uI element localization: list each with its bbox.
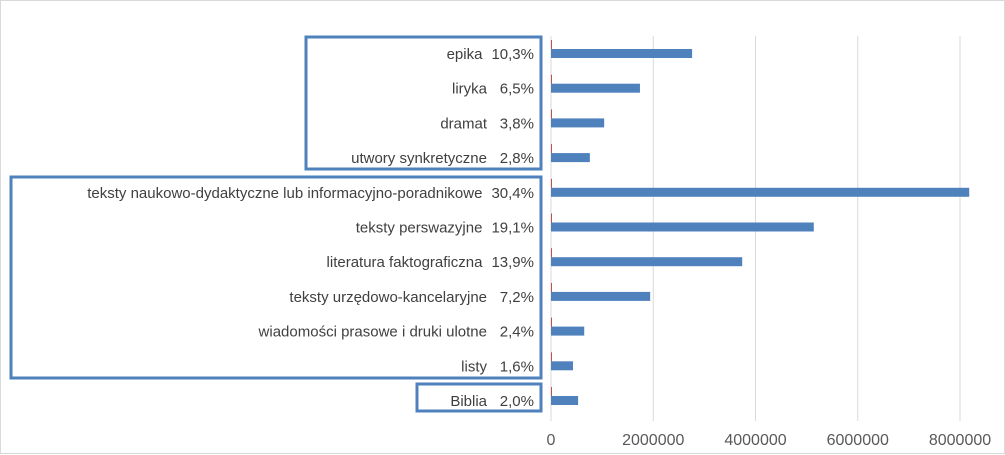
category-label: liryka xyxy=(452,81,488,98)
category-label: teksty naukowo-dydaktyczne lub informacy… xyxy=(87,185,482,202)
bar-s2-primary xyxy=(551,49,693,58)
category-percent-label: 1,6% xyxy=(500,358,534,375)
category-label: teksty urzędowo-kancelaryjne xyxy=(289,289,487,306)
category-label: utwory synkretyczne xyxy=(351,150,487,167)
category-label: Biblia xyxy=(450,393,487,410)
bar-secondary xyxy=(551,213,552,223)
bar-secondary xyxy=(551,74,552,84)
bar-s2-primary xyxy=(551,118,605,128)
category-label: dramat xyxy=(440,115,488,132)
bar-s2-primary xyxy=(551,222,814,232)
group-box xyxy=(9,175,543,380)
x-tick-label: 4000000 xyxy=(724,432,786,449)
bar-secondary xyxy=(551,248,552,258)
category-percent-label: 30,4% xyxy=(491,185,534,202)
bar-secondary xyxy=(551,144,552,154)
group-box xyxy=(415,382,543,413)
bar-secondary xyxy=(551,40,552,49)
bar-secondary xyxy=(551,352,552,362)
bar-s2-primary xyxy=(551,153,590,163)
category-label: wiadomości prasowe i druki ulotne xyxy=(258,324,487,341)
x-tick-label: 8000000 xyxy=(929,432,991,449)
bar-s2-primary xyxy=(551,291,651,301)
x-tick-label: 6000000 xyxy=(827,432,889,449)
category-percent-label: 13,9% xyxy=(491,254,534,271)
category-label: listy xyxy=(461,358,487,375)
category-percent-label: 2,4% xyxy=(500,324,534,341)
bar-s2-primary xyxy=(551,187,970,197)
bar-s2-primary xyxy=(551,83,640,93)
x-tick-label: 2000000 xyxy=(622,432,684,449)
bar-secondary xyxy=(551,387,552,396)
category-label: epika xyxy=(447,46,484,63)
category-percent-label: 2,8% xyxy=(500,150,534,167)
category-percent-label: 19,1% xyxy=(491,220,534,237)
category-label: teksty perswazyjne xyxy=(356,220,483,237)
category-percent-label: 6,5% xyxy=(500,81,534,98)
category-label: literatura faktograficzna xyxy=(327,254,484,271)
bar-s2-primary xyxy=(551,326,585,336)
bar-s2-primary xyxy=(551,257,743,267)
bar-s2-primary xyxy=(551,361,573,371)
category-percent-label: 2,0% xyxy=(500,393,534,410)
bar-secondary xyxy=(551,109,552,119)
x-tick-label: 0 xyxy=(547,432,556,449)
bar-secondary xyxy=(551,282,552,292)
category-percent-label: 3,8% xyxy=(500,115,534,132)
group-box xyxy=(304,35,543,171)
bar-s2-primary xyxy=(551,396,579,405)
category-percent-label: 7,2% xyxy=(500,289,534,306)
bar-secondary xyxy=(551,178,552,188)
bar-secondary xyxy=(551,317,552,327)
category-percent-label: 10,3% xyxy=(491,46,534,63)
